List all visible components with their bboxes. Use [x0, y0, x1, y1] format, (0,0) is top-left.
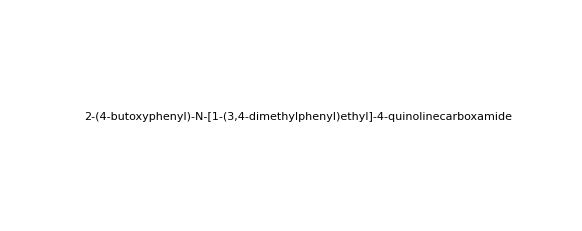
Text: 2-(4-butoxyphenyl)-N-[1-(3,4-dimethylphenyl)ethyl]-4-quinolinecarboxamide: 2-(4-butoxyphenyl)-N-[1-(3,4-dimethylphe… [84, 112, 512, 122]
